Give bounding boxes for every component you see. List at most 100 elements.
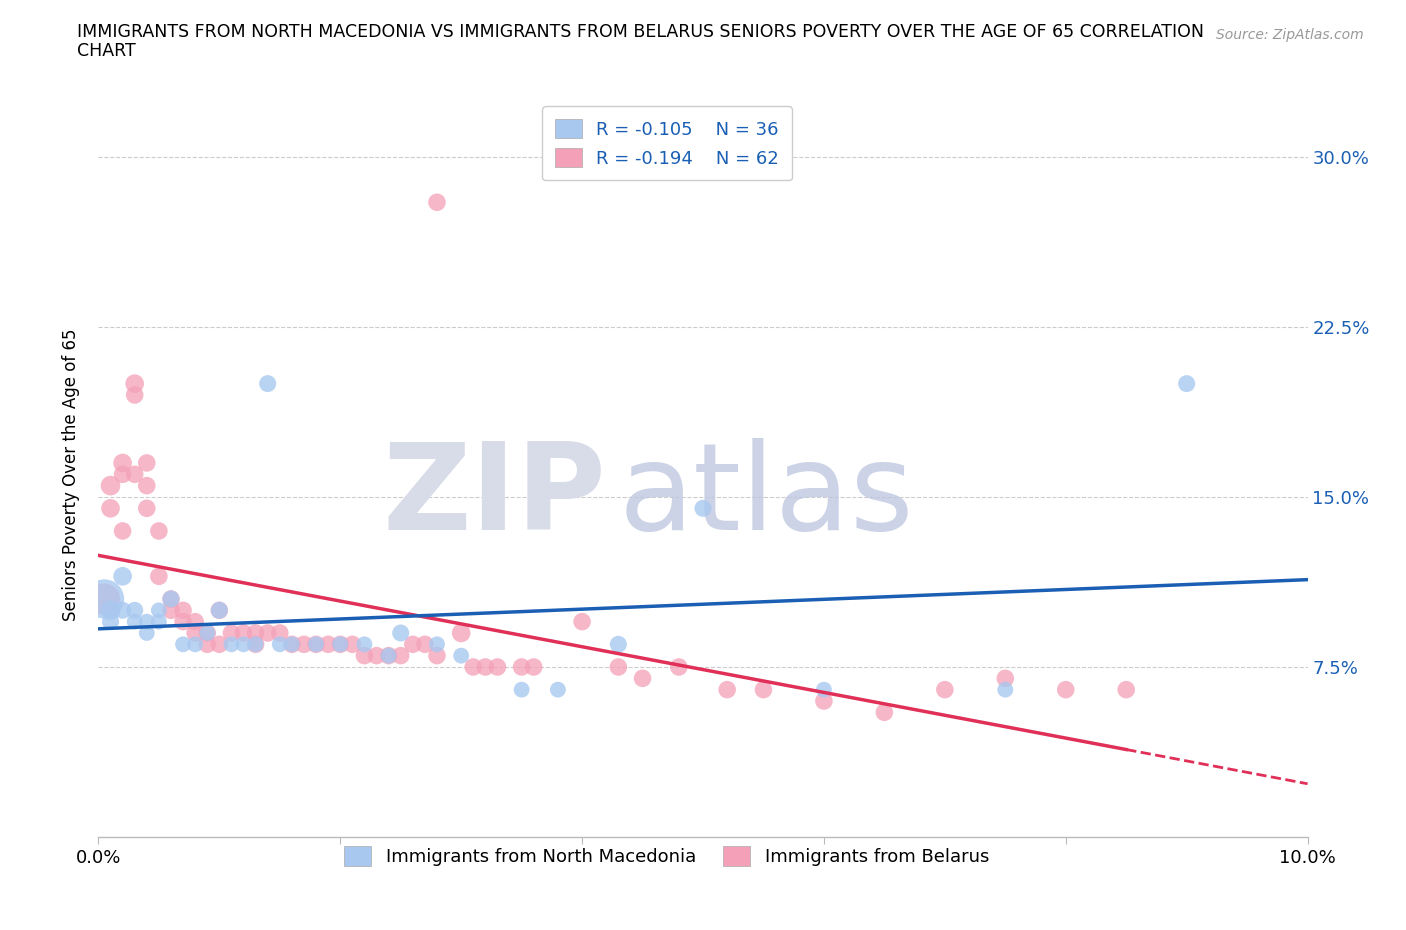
Point: [450, 648, 472, 663]
Text: IMMIGRANTS FROM NORTH MACEDONIA VS IMMIGRANTS FROM BELARUS SENIORS POVERTY OVER : IMMIGRANTS FROM NORTH MACEDONIA VS IMMIG…: [77, 23, 1205, 41]
Point: [221, 626, 243, 641]
Point: [184, 614, 207, 629]
Text: atlas: atlas: [619, 437, 914, 554]
Point: [450, 626, 472, 641]
Point: [232, 626, 254, 641]
Point: [221, 637, 243, 652]
Point: [813, 683, 835, 698]
Point: [752, 683, 775, 698]
Point: [195, 637, 218, 652]
Point: [93, 591, 115, 606]
Point: [160, 591, 183, 606]
Text: CHART: CHART: [77, 42, 136, 60]
Point: [269, 637, 291, 652]
Point: [245, 637, 267, 652]
Point: [208, 603, 231, 618]
Point: [281, 637, 304, 652]
Point: [413, 637, 436, 652]
Point: [148, 524, 170, 538]
Point: [692, 501, 714, 516]
Legend: Immigrants from North Macedonia, Immigrants from Belarus: Immigrants from North Macedonia, Immigra…: [332, 833, 1001, 879]
Point: [160, 591, 183, 606]
Point: [377, 648, 399, 663]
Point: [160, 603, 183, 618]
Point: [607, 659, 630, 674]
Point: [124, 603, 146, 618]
Text: ZIP: ZIP: [382, 437, 606, 554]
Point: [342, 637, 364, 652]
Point: [184, 637, 207, 652]
Point: [571, 614, 593, 629]
Point: [100, 603, 122, 618]
Point: [256, 626, 278, 641]
Point: [510, 659, 533, 674]
Point: [245, 626, 267, 641]
Point: [934, 683, 956, 698]
Point: [184, 626, 207, 641]
Point: [486, 659, 509, 674]
Point: [111, 603, 134, 618]
Point: [389, 626, 412, 641]
Point: [873, 705, 896, 720]
Point: [172, 603, 194, 618]
Point: [208, 637, 231, 652]
Point: [668, 659, 690, 674]
Point: [547, 683, 569, 698]
Point: [1175, 376, 1198, 391]
Point: [1054, 683, 1077, 698]
Point: [607, 637, 630, 652]
Point: [208, 603, 231, 618]
Point: [377, 648, 399, 663]
Point: [135, 626, 157, 641]
Point: [281, 637, 304, 652]
Point: [994, 671, 1017, 685]
Point: [195, 626, 218, 641]
Point: [124, 376, 146, 391]
Point: [111, 524, 134, 538]
Text: Source: ZipAtlas.com: Source: ZipAtlas.com: [1216, 28, 1364, 42]
Point: [631, 671, 654, 685]
Point: [329, 637, 352, 652]
Point: [1115, 683, 1137, 698]
Y-axis label: Seniors Poverty Over the Age of 65: Seniors Poverty Over the Age of 65: [62, 328, 80, 620]
Point: [329, 637, 352, 652]
Point: [426, 195, 449, 210]
Point: [523, 659, 546, 674]
Point: [245, 637, 267, 652]
Point: [93, 591, 115, 606]
Point: [195, 626, 218, 641]
Point: [148, 603, 170, 618]
Point: [305, 637, 328, 652]
Point: [124, 614, 146, 629]
Point: [426, 648, 449, 663]
Point: [269, 626, 291, 641]
Point: [994, 683, 1017, 698]
Point: [305, 637, 328, 652]
Point: [100, 614, 122, 629]
Point: [124, 388, 146, 403]
Point: [124, 467, 146, 482]
Point: [716, 683, 738, 698]
Point: [316, 637, 339, 652]
Point: [100, 501, 122, 516]
Point: [135, 478, 157, 493]
Point: [292, 637, 315, 652]
Point: [353, 648, 375, 663]
Point: [148, 614, 170, 629]
Point: [510, 683, 533, 698]
Point: [366, 648, 388, 663]
Point: [402, 637, 425, 652]
Point: [135, 456, 157, 471]
Point: [111, 467, 134, 482]
Point: [111, 456, 134, 471]
Point: [463, 659, 485, 674]
Point: [148, 569, 170, 584]
Point: [172, 637, 194, 652]
Point: [135, 614, 157, 629]
Point: [135, 501, 157, 516]
Point: [100, 478, 122, 493]
Point: [256, 376, 278, 391]
Point: [232, 637, 254, 652]
Point: [353, 637, 375, 652]
Point: [389, 648, 412, 663]
